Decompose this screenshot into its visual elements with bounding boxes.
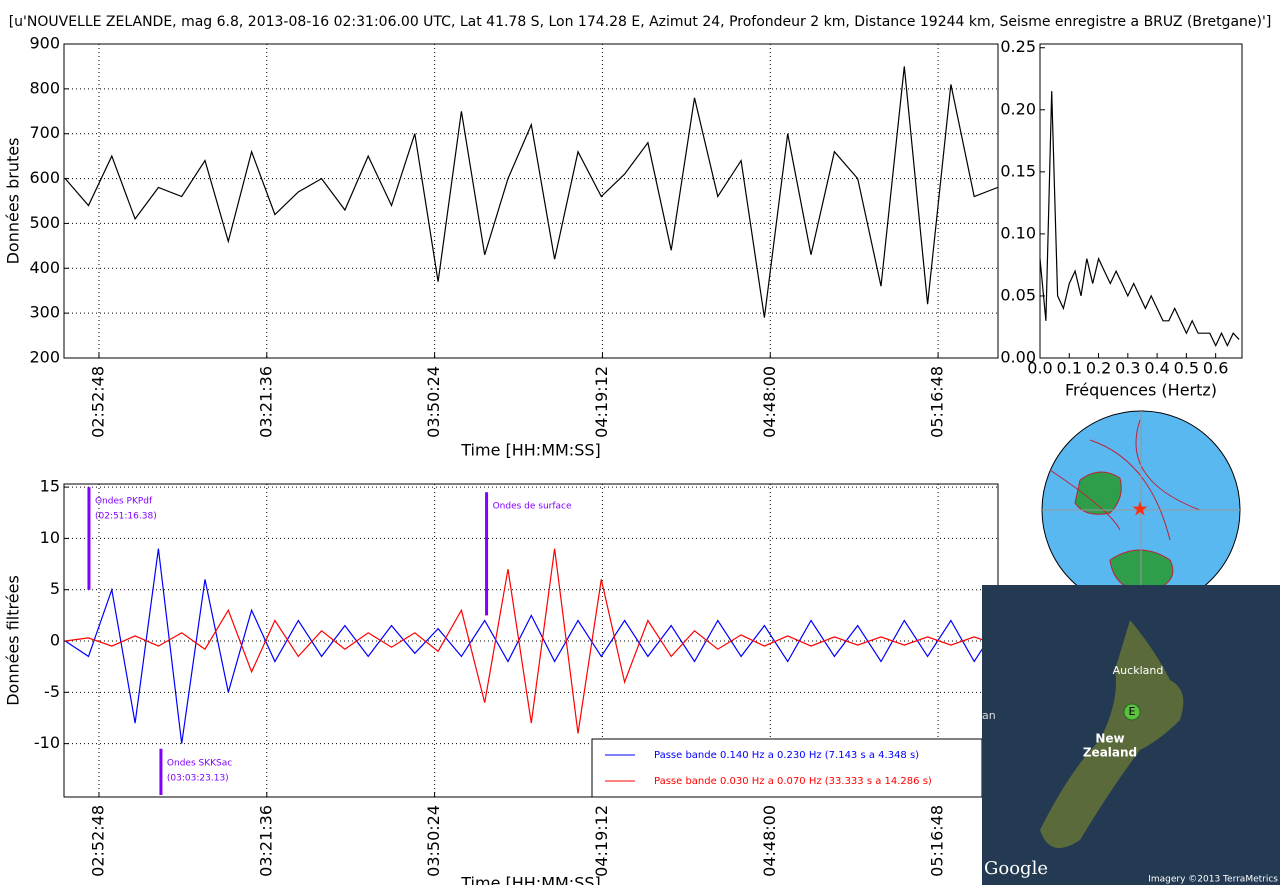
x-tick-label: 0.6 xyxy=(1203,359,1228,378)
legend-label: Passe bande 0.030 Hz a 0.070 Hz (33.333 … xyxy=(654,776,932,787)
y-tick-label: 0.10 xyxy=(1000,223,1036,242)
x-tick-label: 03:50:24 xyxy=(424,805,443,877)
annotation-text: (03:03:23.13) xyxy=(167,773,229,783)
y-tick-label: 800 xyxy=(29,78,60,97)
map-land xyxy=(1040,620,1184,848)
y-tick-label: 0 xyxy=(50,631,60,650)
y-tick-label: 700 xyxy=(29,123,60,142)
x-tick-label: 03:21:36 xyxy=(256,366,275,438)
y-tick-label: 300 xyxy=(29,303,60,322)
x-tick-label: 0.3 xyxy=(1115,359,1140,378)
x-tick-label: 0.4 xyxy=(1144,359,1169,378)
y-tick-label: 600 xyxy=(29,168,60,187)
map-cut-label: an xyxy=(982,709,996,722)
legend-label: Passe bande 0.140 Hz a 0.230 Hz (7.143 s… xyxy=(654,750,919,761)
map-marker xyxy=(1123,703,1141,721)
globe-australia xyxy=(1074,471,1122,515)
y-tick-label: 15 xyxy=(40,477,60,496)
y-tick-label: 400 xyxy=(29,258,60,277)
globe-epicenter: ★ xyxy=(1131,497,1149,521)
y-tick-label: 500 xyxy=(29,213,60,232)
x-tick-label: 0.0 xyxy=(1027,359,1052,378)
plot-area xyxy=(64,44,998,358)
y-axis-label: Données filtrées xyxy=(4,575,23,706)
map-region: Zealand xyxy=(1083,746,1137,760)
data-line xyxy=(64,548,999,744)
annotation-text: Ondes SKKSac xyxy=(167,758,232,768)
x-tick-label: 05:16:48 xyxy=(928,366,947,438)
y-tick-label: 0.05 xyxy=(1000,285,1036,304)
y-tick-label: 0.15 xyxy=(1000,161,1036,180)
annotation-text: (02:51:16.38) xyxy=(95,512,157,522)
plot-area xyxy=(1040,44,1242,358)
map-city: Auckland xyxy=(1113,664,1164,677)
x-tick-label: 03:50:24 xyxy=(424,366,443,438)
x-tick-label: 02:52:48 xyxy=(88,366,107,438)
y-tick-label: 5 xyxy=(50,579,60,598)
map-marker-label: E xyxy=(1129,705,1136,718)
x-axis-label: Fréquences (Hertz) xyxy=(1065,381,1217,400)
y-tick-label: -5 xyxy=(44,682,60,701)
y-tick-label: 0.00 xyxy=(1000,348,1036,367)
x-axis-label: Time [HH:MM:SS] xyxy=(460,874,601,885)
figure-title: [u'NOUVELLE ZELANDE, mag 6.8, 2013-08-16… xyxy=(9,14,1272,30)
y-tick-label: 200 xyxy=(29,348,60,367)
charts: 200 300 400 500 600 700 800 900 02:52:48 03:21:36… xyxy=(4,34,1243,885)
x-tick-label: 04:19:12 xyxy=(592,805,611,877)
y-tick-label: 900 xyxy=(29,34,60,53)
x-tick-label: 03:21:36 xyxy=(256,805,275,877)
y-tick-label: 0.20 xyxy=(1000,99,1036,118)
annotation-text: Ondes de surface xyxy=(493,502,572,512)
map-brand: Google xyxy=(984,858,1048,879)
x-axis-label: Time [HH:MM:SS] xyxy=(460,441,601,460)
x-tick-label: 0.2 xyxy=(1086,359,1111,378)
x-tick-label: 0.1 xyxy=(1057,359,1082,378)
data-line xyxy=(1039,91,1240,348)
x-tick-label: 0.5 xyxy=(1174,359,1199,378)
plot-frame xyxy=(63,43,999,359)
globe-grid xyxy=(1042,411,1240,609)
x-tick-label: 05:16:48 xyxy=(928,805,947,877)
globe: ★ xyxy=(1041,410,1241,610)
y-tick-label: 10 xyxy=(40,528,60,547)
plot-frame xyxy=(1039,43,1243,359)
map: E Auckland New Zealand an Google Imagery… xyxy=(982,585,1280,885)
data-line xyxy=(64,66,998,318)
map-credit: Imagery ©2013 TerraMetrics xyxy=(1148,875,1278,885)
x-tick-label: 04:48:00 xyxy=(760,805,779,877)
annotation-text: Ondes PKPdf xyxy=(95,497,153,507)
legend-box xyxy=(591,738,983,798)
x-tick-label: 04:19:12 xyxy=(592,366,611,438)
y-tick-label: -10 xyxy=(34,733,60,752)
y-tick-label: 0.25 xyxy=(1000,37,1036,56)
y-axis-label: Données brutes xyxy=(4,138,23,265)
map-region: New xyxy=(1095,732,1124,746)
x-tick-label: 04:48:00 xyxy=(760,366,779,438)
x-tick-label: 02:52:48 xyxy=(88,805,107,877)
data-line xyxy=(65,548,998,734)
globe-plates xyxy=(1049,419,1201,541)
